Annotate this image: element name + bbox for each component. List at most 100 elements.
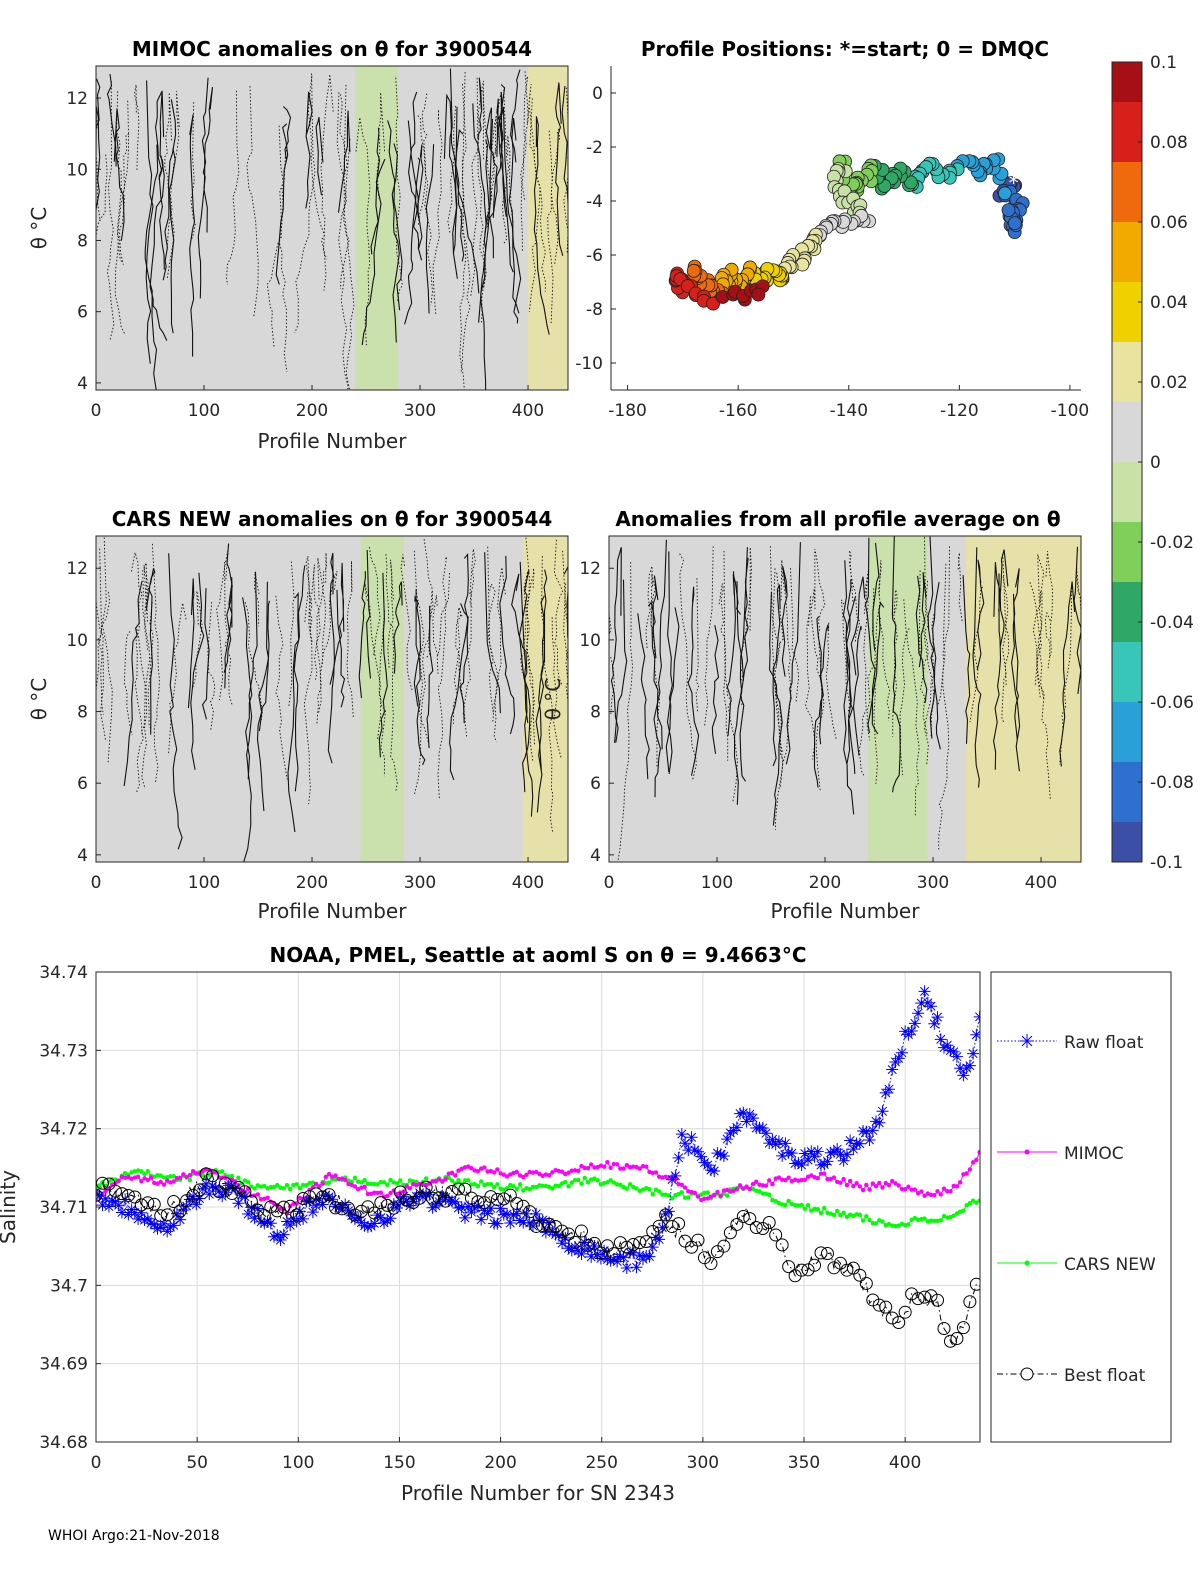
series-point: [190, 1169, 196, 1174]
positions-axes: [610, 66, 1081, 391]
series-point: [724, 1193, 730, 1198]
series-point: [242, 1178, 248, 1183]
series-point: [647, 1186, 652, 1192]
contour-line: [155, 90, 165, 180]
series-point: [579, 1181, 584, 1186]
series-point: [876, 1105, 889, 1118]
allavg-panel: Anomalies from all profile average on θ …: [541, 507, 1082, 923]
contour-line: [203, 87, 214, 233]
legend-item: MIMOC: [997, 1144, 1124, 1164]
series-point: [857, 1212, 863, 1217]
contour-line: [192, 590, 203, 688]
series-point: [581, 1238, 595, 1252]
series-point: [898, 1305, 912, 1319]
contour-line: [711, 624, 720, 754]
series-point: [621, 1166, 626, 1171]
series-point: [860, 1125, 873, 1138]
contour-line: [526, 84, 547, 292]
series-point: [844, 1182, 850, 1188]
series-point: [569, 1240, 582, 1253]
contour-line: [96, 154, 108, 238]
series-point: [918, 985, 931, 998]
series-point: [767, 1178, 772, 1183]
contour-line: [378, 572, 388, 758]
series-point: [354, 1204, 368, 1218]
series-point: [640, 1164, 646, 1169]
contour-line: [166, 91, 180, 248]
series-point: [406, 1196, 420, 1210]
series-point: [627, 1182, 633, 1187]
series-point: [242, 1208, 255, 1221]
series-point: [196, 1182, 209, 1195]
series-point: [407, 1195, 420, 1208]
series-point: [456, 1177, 461, 1183]
series-point: [814, 1246, 828, 1260]
series-point: [873, 1221, 879, 1226]
y-tick-label: 34.69: [39, 1355, 88, 1375]
series-point: [482, 1165, 487, 1170]
colorbar-step: [1112, 102, 1142, 123]
colorbar-step: [1112, 622, 1142, 643]
series-point: [485, 1181, 490, 1187]
series-point: [549, 1220, 563, 1234]
colorbar-step: [1112, 222, 1142, 243]
series-point: [867, 1187, 872, 1192]
series-point: [368, 1181, 374, 1187]
series-point: [951, 1213, 956, 1218]
series-point: [747, 1186, 752, 1192]
series-point: [809, 1208, 814, 1213]
contour-line: [484, 552, 501, 714]
series-point: [601, 1253, 614, 1266]
series-point: [218, 1176, 232, 1190]
series-point: [343, 1177, 348, 1182]
series-point: [97, 1183, 102, 1188]
contour-line: [417, 93, 428, 227]
contour-line: [1073, 546, 1081, 694]
series-point: [770, 1181, 775, 1187]
series-point: [465, 1206, 478, 1219]
series-point: [456, 1168, 461, 1173]
contour-line: [147, 601, 154, 729]
series-point: [284, 1182, 290, 1188]
x-tick-label: 200: [809, 873, 841, 893]
series-point: [650, 1192, 655, 1197]
series-point: [378, 1190, 384, 1195]
contour-line: [1001, 553, 1007, 724]
colorbar-step: [1112, 302, 1142, 323]
series-point: [187, 1177, 193, 1183]
series-point: [796, 1178, 801, 1183]
series-point: [890, 1178, 895, 1184]
mimoc-y-label: θ °C: [27, 207, 51, 250]
contour-line: [842, 560, 854, 764]
series-point: [491, 1170, 497, 1175]
contour-line: [1032, 554, 1045, 687]
series-point: [472, 1181, 477, 1187]
series-point: [563, 1179, 568, 1185]
contour-line: [519, 561, 531, 793]
series-point: [147, 1197, 161, 1211]
series-point: [721, 1133, 734, 1146]
series-point: [906, 1184, 911, 1189]
series-point: [873, 1116, 886, 1129]
series-point: [316, 1198, 329, 1211]
series-point: [507, 1209, 520, 1222]
series-point: [977, 1198, 980, 1203]
series-point: [572, 1178, 578, 1183]
x-tick-label: 250: [585, 1453, 617, 1473]
colorbar-step: [1112, 502, 1142, 523]
positions-panel: Profile Positions: *=start; 0 = DMQC * -…: [575, 37, 1089, 421]
contour-line: [892, 589, 898, 737]
series-point: [809, 1173, 814, 1178]
contour-line: [695, 578, 700, 712]
series-point: [262, 1183, 267, 1189]
series-point: [931, 1011, 944, 1024]
series-point: [281, 1186, 286, 1191]
salinity-y-label: Salinity: [0, 1170, 20, 1244]
allavg-x-ticks: 0 100 200 300 400: [604, 857, 1057, 893]
series-point: [637, 1166, 642, 1171]
series-point: [471, 1199, 484, 1212]
contour-line: [391, 143, 400, 343]
series-point: [918, 1290, 932, 1304]
series-point: [837, 1154, 850, 1167]
heatmap-band: [457, 536, 523, 862]
